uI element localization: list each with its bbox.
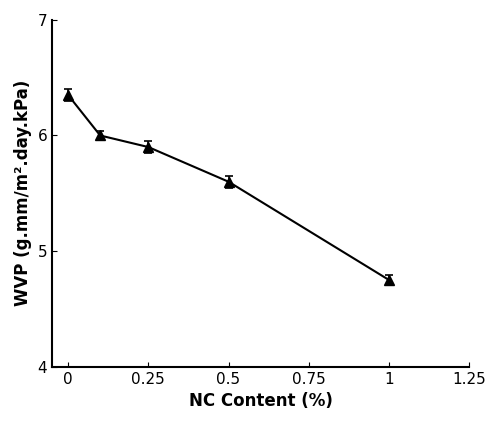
X-axis label: NC Content (%): NC Content (%) [188, 392, 332, 410]
Y-axis label: WVP (g.mm/m².day.kPa): WVP (g.mm/m².day.kPa) [14, 80, 32, 307]
